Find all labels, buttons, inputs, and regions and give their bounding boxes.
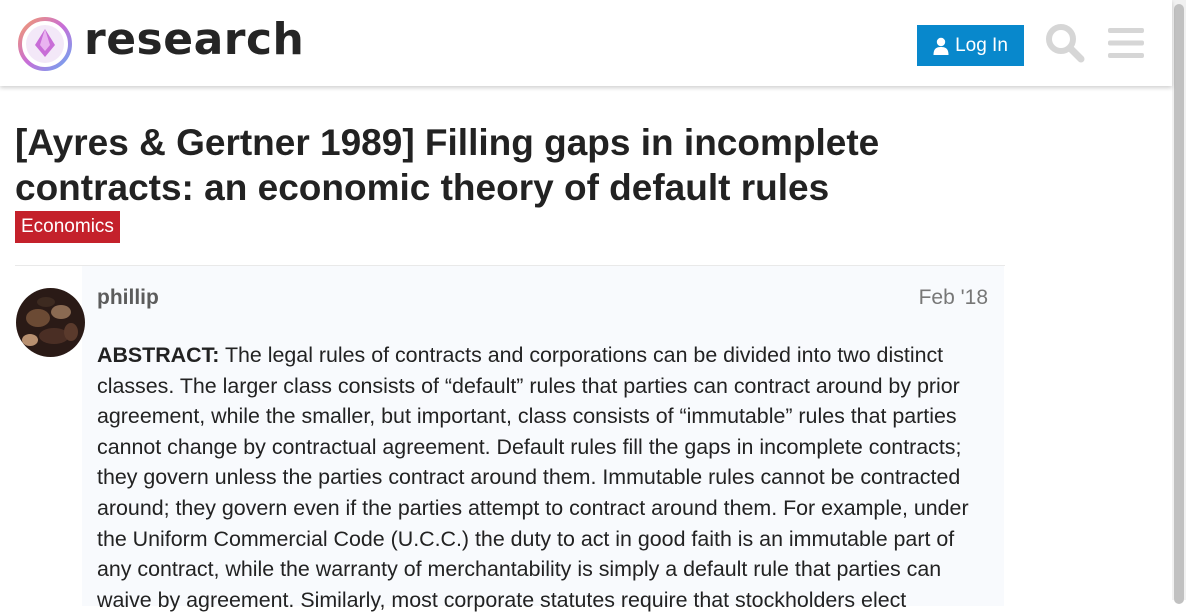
page-scrollbar[interactable]	[1172, 0, 1186, 604]
search-icon[interactable]	[1045, 23, 1085, 63]
site-header: research Log In	[0, 0, 1172, 86]
post-username[interactable]: phillip	[97, 286, 159, 309]
user-icon	[933, 37, 949, 55]
user-avatar[interactable]	[16, 288, 85, 357]
hamburger-menu-icon[interactable]	[1108, 26, 1144, 60]
post-body-background	[82, 266, 1004, 606]
category-badge[interactable]: Economics	[15, 211, 120, 243]
site-name[interactable]: research	[84, 14, 305, 65]
login-label: Log In	[955, 34, 1008, 56]
post-content: ABSTRACT: The legal rules of contracts a…	[97, 340, 992, 615]
topic-title[interactable]: [Ayres & Gertner 1989] Filling gaps in i…	[15, 122, 880, 208]
login-button[interactable]: Log In	[917, 25, 1024, 66]
abstract-text: The legal rules of contracts and corpora…	[97, 343, 969, 612]
scrollbar-thumb[interactable]	[1174, 4, 1184, 604]
research-logo-icon[interactable]	[16, 15, 74, 73]
topic-divider	[15, 265, 1005, 266]
abstract-label: ABSTRACT:	[97, 343, 220, 367]
post-date[interactable]: Feb '18	[918, 286, 988, 309]
